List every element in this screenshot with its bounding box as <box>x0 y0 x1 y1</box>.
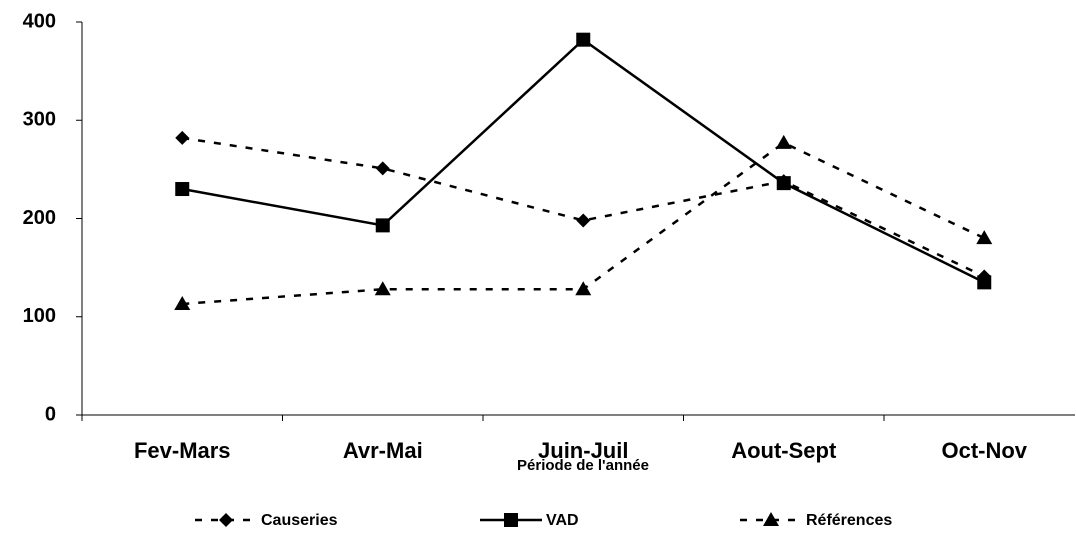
legend-label: Références <box>806 512 892 529</box>
marker <box>504 513 518 527</box>
x-tick-label: Aout-Sept <box>731 438 837 463</box>
x-tick-label: Avr-Mai <box>343 438 423 463</box>
marker <box>219 513 233 527</box>
series-line <box>182 38 985 284</box>
marker <box>763 512 779 526</box>
y-tick-label: 100 <box>23 305 56 327</box>
y-tick-label: 200 <box>23 207 56 229</box>
x-tick-label: Oct-Nov <box>941 438 1027 463</box>
marker <box>174 295 191 310</box>
series-line <box>182 136 985 278</box>
y-tick-label: 400 <box>23 10 56 32</box>
marker <box>374 281 391 296</box>
marker <box>976 230 993 245</box>
marker <box>776 176 791 191</box>
marker <box>575 281 592 296</box>
marker <box>775 134 792 149</box>
y-tick-label: 300 <box>23 109 56 131</box>
marker <box>175 130 190 145</box>
marker <box>977 275 992 290</box>
x-tick-label: Fev-Mars <box>134 438 231 463</box>
y-tick-label: 0 <box>45 403 56 425</box>
marker <box>576 213 591 228</box>
marker <box>375 218 390 233</box>
marker <box>576 32 591 47</box>
legend-label: VAD <box>546 512 579 529</box>
marker <box>175 182 190 197</box>
marker <box>375 161 390 176</box>
x-axis-label: Période de l'année <box>517 457 649 474</box>
x-tick-label: Juin-Juil <box>538 438 628 463</box>
legend-label: Causeries <box>261 512 338 529</box>
